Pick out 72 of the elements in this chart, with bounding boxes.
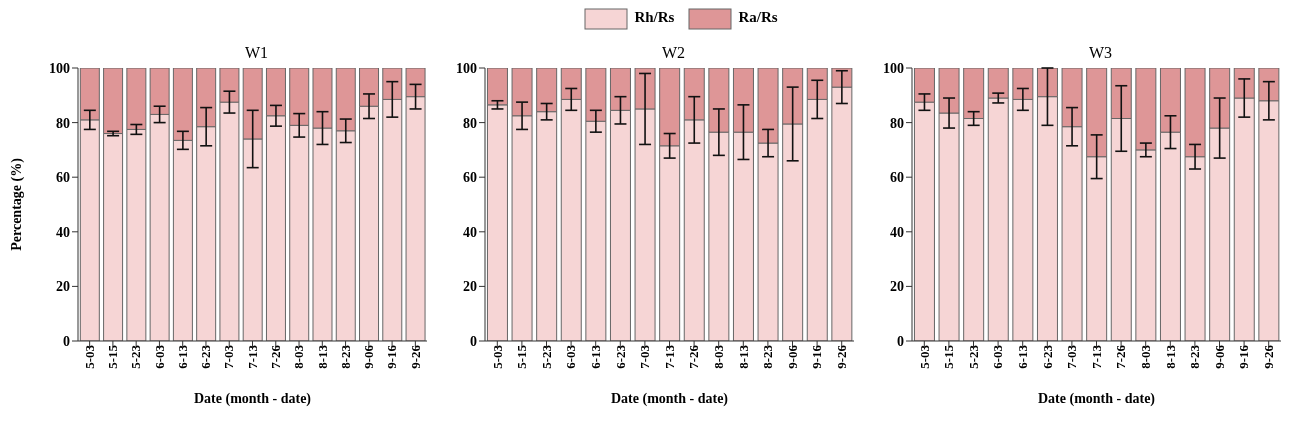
- x-tick-label: 6-23: [1039, 344, 1055, 369]
- x-tick-label: 8-13: [735, 344, 751, 369]
- legend-label: Rh/Rs: [634, 9, 675, 26]
- x-tick-label: 9-16: [809, 344, 825, 369]
- x-tick-label: 6-03: [990, 344, 1006, 369]
- y-tick-label: 60: [463, 170, 477, 186]
- y-tick-label: 60: [56, 170, 70, 186]
- x-tick-label: 7-26: [1113, 344, 1129, 369]
- x-tick-label: 8-13: [314, 344, 330, 369]
- x-tick-label: 7-13: [661, 344, 677, 369]
- x-tick-label: 5-15: [105, 344, 121, 369]
- x-tick-label: 7-03: [221, 344, 237, 369]
- chart-title: W3: [1088, 44, 1113, 61]
- chart-title: W1: [244, 44, 269, 61]
- y-tick-label: 100: [883, 60, 904, 76]
- x-tick-label: 8-03: [710, 344, 726, 369]
- y-tick-label: 40: [56, 224, 70, 240]
- x-tick-label: 6-03: [563, 344, 579, 369]
- y-tick-label: 40: [463, 224, 477, 240]
- y-axis-title: Percentage (%): [8, 157, 25, 251]
- x-tick-label: 5-03: [916, 344, 932, 369]
- y-tick-label: 80: [56, 115, 70, 131]
- x-tick-label: 8-03: [1137, 344, 1153, 369]
- x-tick-label: 9-16: [1236, 344, 1252, 369]
- x-tick-label: 9-06: [1211, 344, 1227, 369]
- x-tick-label: 8-23: [1187, 344, 1203, 369]
- x-tick-label: 6-13: [587, 344, 603, 369]
- x-axis-title: Date (month - date): [610, 391, 729, 407]
- x-tick-label: 9-26: [833, 344, 849, 369]
- x-tick-label: 6-23: [198, 344, 214, 369]
- y-tick-label: 20: [463, 279, 477, 295]
- x-tick-label: 9-16: [384, 344, 400, 369]
- x-tick-label: 7-13: [1088, 344, 1104, 369]
- y-tick-label: 60: [890, 170, 904, 186]
- x-tick-label: 8-03: [291, 344, 307, 369]
- x-axis-title: Date (month - date): [1037, 391, 1156, 407]
- x-tick-label: 7-03: [1064, 344, 1080, 369]
- x-tick-label: 5-23: [538, 344, 554, 369]
- x-axis-title: Date (month - date): [193, 391, 312, 407]
- y-tick-label: 100: [49, 60, 70, 76]
- x-tick-label: 5-23: [128, 344, 144, 369]
- x-tick-label: 7-13: [244, 344, 260, 369]
- y-tick-label: 20: [56, 279, 70, 295]
- chart-title: W2: [661, 44, 686, 61]
- x-tick-label: 5-23: [965, 344, 981, 369]
- y-tick-label: 0: [470, 333, 477, 349]
- x-tick-label: 8-13: [1162, 344, 1178, 369]
- x-tick-label: 8-23: [760, 344, 776, 369]
- y-tick-label: 0: [63, 333, 70, 349]
- x-tick-label: 5-15: [514, 344, 530, 369]
- x-tick-label: 9-06: [784, 344, 800, 369]
- y-tick-label: 80: [890, 115, 904, 131]
- y-tick-label: 80: [463, 115, 477, 131]
- x-tick-label: 6-13: [174, 344, 190, 369]
- y-tick-label: 0: [897, 333, 904, 349]
- x-tick-label: 8-23: [337, 344, 353, 369]
- y-tick-label: 40: [890, 224, 904, 240]
- x-tick-label: 7-26: [268, 344, 283, 369]
- x-tick-label: 5-15: [941, 344, 957, 369]
- x-tick-label: 9-26: [407, 344, 423, 369]
- x-tick-label: 9-26: [1260, 344, 1276, 369]
- y-tick-label: 100: [456, 60, 477, 76]
- x-tick-label: 6-13: [1014, 344, 1030, 369]
- y-tick-label: 20: [890, 279, 904, 295]
- x-tick-label: 7-26: [686, 344, 702, 369]
- legend-label: Ra/Rs: [738, 9, 778, 26]
- x-tick-label: 9-06: [361, 344, 377, 369]
- x-tick-label: 6-23: [612, 344, 628, 369]
- x-tick-label: 5-03: [489, 344, 505, 369]
- x-tick-label: 7-03: [637, 344, 653, 369]
- x-tick-label: 5-03: [81, 344, 97, 369]
- x-tick-label: 6-03: [151, 344, 167, 369]
